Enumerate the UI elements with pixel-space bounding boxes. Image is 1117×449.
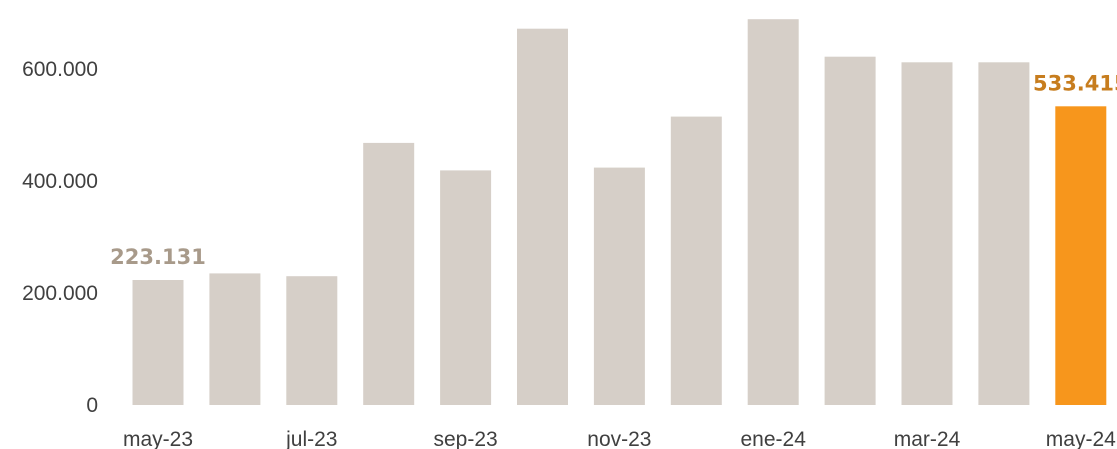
y-tick-label: 600.000 [22,58,98,81]
x-tick-label: nov-23 [587,428,651,449]
data-labels: 223.131 533.415 [110,71,1117,269]
y-tick-label: 200.000 [22,282,98,305]
bar-may-24 [1055,106,1107,406]
x-tick-label: may-24 [1046,428,1116,449]
bar-feb-24 [824,56,876,405]
bar-nov-23 [593,167,645,405]
bar-may-23 [132,280,184,405]
bar-dic-23 [670,116,722,405]
bar-mar-24 [901,62,953,406]
y-tick-label: 400.000 [22,170,98,193]
x-tick-label: ene-24 [741,428,807,449]
bar-oct-23 [517,28,568,405]
x-axis: may-23 jul-23 sep-23 nov-23 ene-24 mar-24 may-… [123,428,1116,449]
bars [132,19,1107,406]
bar-abr-24 [978,62,1030,406]
x-tick-label: may-23 [123,428,193,449]
bar-ago-23 [363,142,415,405]
data-label: 223.131 [110,245,206,269]
y-axis: 0 200.000 400.000 600.000 [22,58,98,417]
x-tick-label: sep-23 [433,428,497,449]
x-tick-label: jul-23 [285,428,337,449]
bar-jun-23 [209,273,261,405]
data-label: 533.415 [1033,71,1117,95]
bar-jul-23 [286,276,338,405]
x-tick-label: mar-24 [894,428,961,449]
bar-sep-23 [440,170,492,405]
y-tick-label: 0 [86,394,98,417]
bar-ene-24 [747,19,799,405]
